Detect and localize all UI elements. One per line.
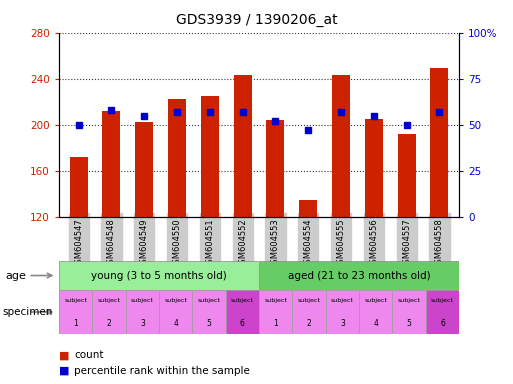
Text: ■: ■ <box>59 366 69 376</box>
Bar <box>168 99 186 217</box>
Text: 2: 2 <box>107 319 111 328</box>
Text: subject: subject <box>431 298 454 303</box>
Bar <box>135 122 153 217</box>
Text: 4: 4 <box>373 319 378 328</box>
Bar <box>70 157 88 217</box>
Bar <box>332 75 350 217</box>
Text: 3: 3 <box>340 319 345 328</box>
Text: 3: 3 <box>140 319 145 328</box>
Text: age: age <box>5 270 26 281</box>
Bar <box>233 75 252 217</box>
Text: subject: subject <box>364 298 387 303</box>
Text: subject: subject <box>231 298 254 303</box>
Text: subject: subject <box>398 298 421 303</box>
Text: 1: 1 <box>73 319 78 328</box>
Text: subject: subject <box>164 298 187 303</box>
Bar <box>266 120 285 217</box>
Text: subject: subject <box>264 298 287 303</box>
Text: 6: 6 <box>240 319 245 328</box>
Text: subject: subject <box>198 298 221 303</box>
Text: 4: 4 <box>173 319 178 328</box>
Text: subject: subject <box>298 298 321 303</box>
Text: subject: subject <box>64 298 87 303</box>
Text: 1: 1 <box>273 319 278 328</box>
Bar <box>365 119 383 217</box>
Bar <box>398 134 416 217</box>
Text: 5: 5 <box>207 319 211 328</box>
Bar <box>201 96 219 217</box>
Text: subject: subject <box>97 298 121 303</box>
Text: percentile rank within the sample: percentile rank within the sample <box>74 366 250 376</box>
Text: aged (21 to 23 months old): aged (21 to 23 months old) <box>288 270 430 281</box>
Text: ■: ■ <box>59 350 69 360</box>
Bar <box>103 111 121 217</box>
Text: 5: 5 <box>407 319 411 328</box>
Text: 2: 2 <box>307 319 311 328</box>
Text: 6: 6 <box>440 319 445 328</box>
Text: count: count <box>74 350 104 360</box>
Text: specimen: specimen <box>3 307 53 317</box>
Bar <box>430 68 448 217</box>
Text: GDS3939 / 1390206_at: GDS3939 / 1390206_at <box>175 13 338 27</box>
Text: subject: subject <box>131 298 154 303</box>
Bar <box>299 200 317 217</box>
Text: young (3 to 5 months old): young (3 to 5 months old) <box>91 270 227 281</box>
Text: subject: subject <box>331 298 354 303</box>
